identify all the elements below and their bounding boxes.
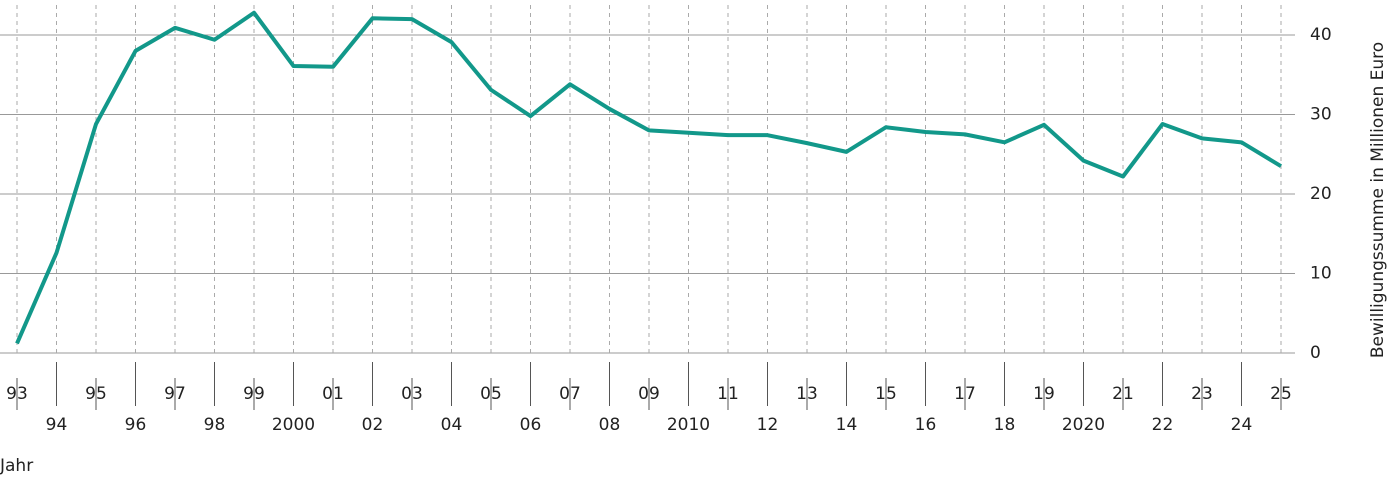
x-tick-label: 96 xyxy=(125,415,147,435)
x-tick-label: 19 xyxy=(1033,384,1055,404)
x-tick-label: 17 xyxy=(954,384,976,404)
y-tick-label: 20 xyxy=(1310,184,1332,204)
x-tick-label: 18 xyxy=(994,415,1016,435)
x-tick-label: 15 xyxy=(875,384,897,404)
x-tick-label: 14 xyxy=(836,415,858,435)
x-tick-label: 09 xyxy=(638,384,660,404)
x-tick-label: 22 xyxy=(1152,415,1174,435)
x-tick-label: 13 xyxy=(796,384,818,404)
x-tick-label: 98 xyxy=(204,415,226,435)
x-tick-label: 11 xyxy=(717,384,739,404)
y-axis-label: Bewilligungssumme in Millionen Euro xyxy=(1368,42,1388,358)
x-tick-label: 24 xyxy=(1231,415,1253,435)
x-tick-label: 97 xyxy=(164,384,186,404)
x-tick-label: 93 xyxy=(6,384,28,404)
x-tick-label: 01 xyxy=(322,384,344,404)
data-line xyxy=(15,10,1283,345)
x-tick-label: 16 xyxy=(915,415,937,435)
y-tick-label: 40 xyxy=(1310,25,1332,45)
x-tick-label: 2000 xyxy=(272,415,315,435)
y-tick-label: 30 xyxy=(1310,105,1332,125)
x-tick-label: 99 xyxy=(243,384,265,404)
x-tick-label: 12 xyxy=(757,415,779,435)
x-tick-label: 04 xyxy=(441,415,463,435)
x-axis-label: Jahr xyxy=(0,456,33,476)
x-tick-label: 95 xyxy=(85,384,107,404)
x-tick-label: 05 xyxy=(480,384,502,404)
x-tick-label: 25 xyxy=(1270,384,1292,404)
x-tick-label: 06 xyxy=(520,415,542,435)
x-tick-label: 94 xyxy=(46,415,68,435)
x-tick-label: 02 xyxy=(362,415,384,435)
x-tick-label: 07 xyxy=(559,384,581,404)
x-tick-label: 23 xyxy=(1191,384,1213,404)
y-tick-label: 10 xyxy=(1310,264,1332,284)
x-tick-label: 21 xyxy=(1112,384,1134,404)
y-tick-label: 0 xyxy=(1310,343,1321,363)
x-tick-label: 08 xyxy=(599,415,621,435)
x-tick-label: 03 xyxy=(401,384,423,404)
x-tick-label: 2020 xyxy=(1062,415,1105,435)
x-tick-label: 2010 xyxy=(667,415,710,435)
